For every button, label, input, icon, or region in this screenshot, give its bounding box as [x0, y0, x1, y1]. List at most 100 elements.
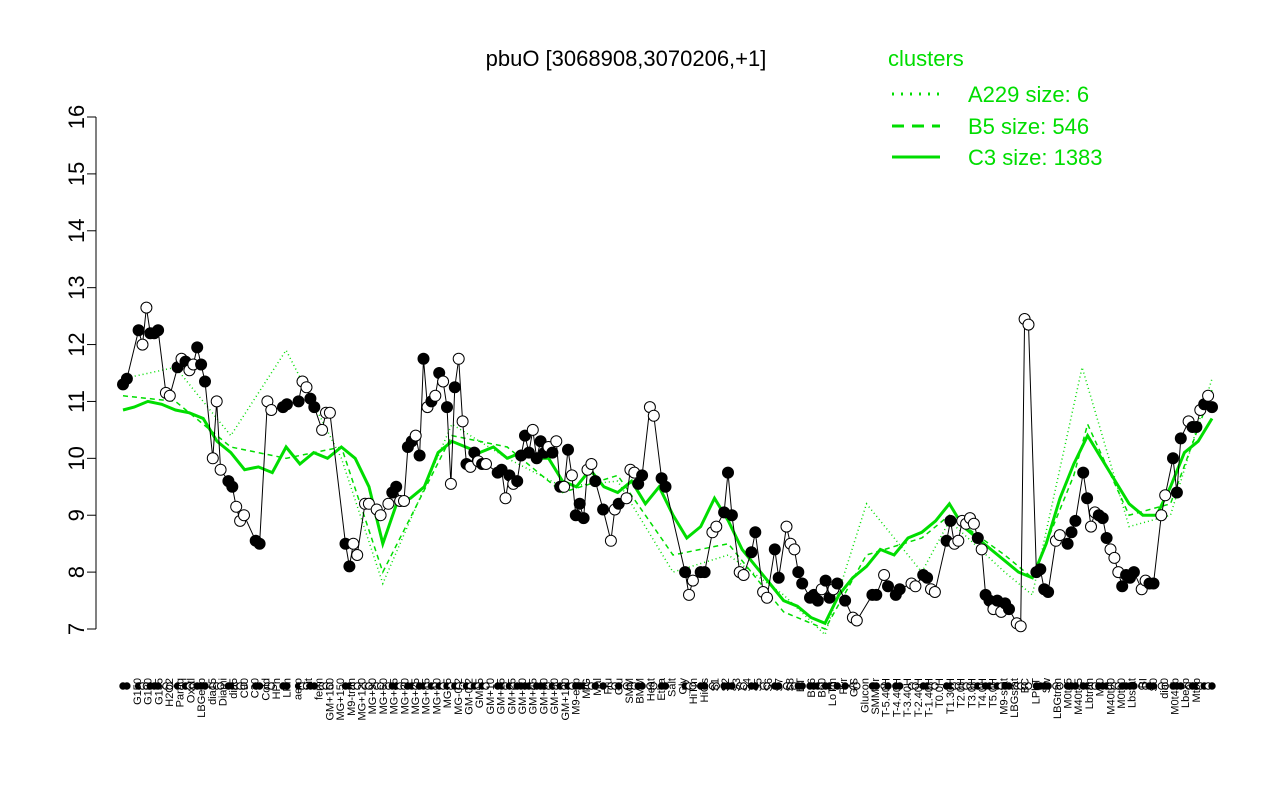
rug-marker: [599, 682, 607, 690]
data-point: [839, 594, 852, 607]
x-tick-label: Mt0b: [1191, 678, 1203, 702]
data-point: [604, 534, 617, 547]
rug-marker: [1208, 682, 1216, 690]
x-tick-label: SMM: [624, 678, 636, 704]
rug-marker: [482, 682, 490, 690]
x-tick-label: MG+10: [431, 678, 443, 714]
x-tick-label: T-5.40H: [881, 678, 893, 717]
data-point: [1053, 529, 1066, 542]
x-tick-label: H2O2: [164, 678, 176, 707]
rug-marker: [739, 682, 748, 690]
x-tick-label: S6: [763, 678, 775, 691]
x-rug: [119, 682, 1216, 690]
x-tick-label: Cold: [260, 678, 272, 701]
data-point: [526, 423, 539, 436]
x-tick-label: S3: [731, 678, 743, 691]
data-point: [316, 423, 329, 436]
data-point: [1069, 514, 1082, 527]
x-tick-label: LPhT: [1030, 678, 1042, 705]
x-tick-label: LPh: [282, 678, 294, 698]
series-layer: [122, 348, 1214, 637]
x-tick-label: M40t90: [1105, 678, 1117, 715]
x-tick-label: T-3.40H: [902, 678, 914, 717]
data-point: [1127, 566, 1140, 579]
data-point: [448, 381, 461, 394]
x-tick-label: G180: [143, 678, 155, 705]
x-tick-label: LBGtran: [1052, 678, 1064, 719]
rug-marker: [240, 682, 248, 690]
data-point: [928, 586, 941, 598]
rug-marker: [1071, 682, 1080, 690]
data-point: [870, 588, 883, 601]
data-point: [1034, 563, 1047, 576]
x-tick-label: M9-tran: [346, 678, 358, 716]
x-tick-label: T1.30H: [945, 678, 957, 714]
rug-marker: [650, 682, 658, 690]
data-point: [1085, 520, 1097, 533]
x-tick-label: LBGstat: [1009, 678, 1021, 718]
data-point: [921, 571, 934, 584]
rug-marker: [798, 682, 806, 690]
x-tick-label: GM+45: [528, 678, 540, 714]
data-point: [398, 495, 410, 507]
y-tick-label: 8: [64, 566, 89, 578]
data-point: [152, 324, 165, 337]
x-tick-label: dia5: [228, 678, 240, 699]
x-tick-label: SMMPr: [870, 678, 882, 715]
rug-marker: [911, 682, 920, 690]
data-point: [589, 475, 602, 488]
data-point: [351, 549, 364, 561]
x-tick-label: C90: [239, 678, 251, 698]
data-point: [347, 537, 360, 550]
data-point: [214, 463, 227, 476]
y-tick-label: 12: [64, 332, 89, 356]
x-tick-label: dia0: [1159, 678, 1171, 699]
data-point: [550, 435, 563, 448]
legend-title: clusters: [888, 46, 964, 71]
x-tick-label: Oxctl: [185, 678, 197, 703]
rug-marker: [1161, 682, 1169, 690]
x-tick-label: GM+90: [549, 678, 561, 714]
data-point: [620, 492, 633, 505]
x-tick-label: T0.0H: [934, 678, 946, 708]
x-tick-label: MG+5: [442, 678, 454, 708]
data-point: [226, 480, 239, 493]
legend-entry-c3: C3 size: 1383: [892, 145, 1103, 170]
data-point: [308, 401, 321, 414]
x-tick-label: G/S: [849, 678, 861, 697]
data-point: [761, 591, 773, 604]
data-point: [1100, 532, 1113, 544]
data-point: [230, 500, 243, 513]
x-tick-label: BI: [1137, 678, 1149, 688]
data-point: [163, 389, 176, 402]
data-point: [546, 446, 559, 459]
x-tick-label: MG+120: [357, 678, 369, 721]
data-point: [737, 569, 750, 581]
x-tick-label: Salt: [667, 678, 679, 697]
data-point: [374, 509, 387, 522]
data-point: [199, 375, 211, 388]
x-tick-label: HPh: [271, 678, 283, 699]
x-tick-label: nit: [303, 678, 315, 690]
x-tick-label: B60: [817, 678, 829, 698]
x-tick-label: LBGexp: [196, 678, 208, 718]
data-point: [975, 543, 988, 556]
data-point: [1206, 401, 1218, 414]
data-point: [1042, 586, 1055, 598]
rug-marker: [283, 682, 291, 690]
data-point: [1022, 318, 1035, 331]
x-tick-label: MG+30: [399, 678, 411, 714]
x-tick-label: GM+120: [560, 678, 572, 721]
data-point: [792, 566, 805, 579]
x-tick-label: Fru: [603, 678, 615, 695]
x-tick-label: Mt0: [1095, 678, 1107, 696]
data-point: [238, 509, 250, 522]
x-tick-label: M0t45: [1063, 678, 1075, 709]
rug-marker: [763, 682, 771, 690]
data-point: [831, 577, 844, 590]
x-tick-label: Lbstat: [1127, 678, 1139, 708]
data-point: [585, 458, 598, 470]
legend-entry-a229: A229 size: 6: [892, 82, 1089, 107]
x-tick-label: Pyr: [838, 678, 850, 695]
data-point: [878, 569, 891, 581]
